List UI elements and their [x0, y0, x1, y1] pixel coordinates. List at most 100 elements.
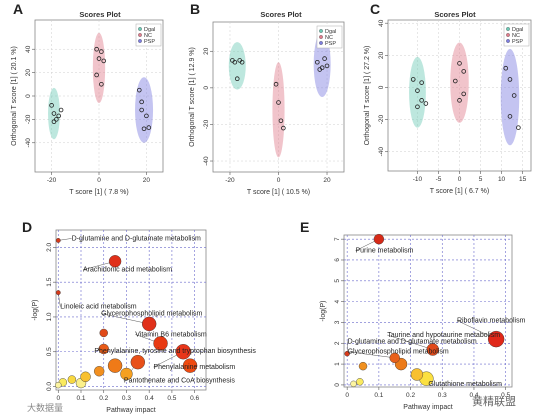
pathway-annotation: Vitamin B6 metabolism — [135, 331, 207, 338]
legend-marker — [319, 41, 323, 45]
legend-marker — [138, 27, 142, 31]
data-point-psp — [319, 65, 325, 71]
data-point-psp — [516, 125, 521, 130]
x-axis-label: T score [1] ( 6.7 %) — [430, 188, 489, 195]
x-axis-label: Pathway impact — [106, 407, 155, 414]
data-point-nc — [457, 98, 462, 103]
pathway-annotation: Glycerophospholipid metabolism — [348, 349, 449, 356]
y-tick-label: 0.0 — [46, 382, 53, 391]
data-point-psp — [139, 107, 144, 113]
pathway-bubble — [487, 330, 505, 348]
x-tick-label: 20 — [323, 177, 331, 184]
data-point-nc — [96, 56, 102, 61]
pathway-bubble — [108, 255, 122, 268]
legend-entry: PSP — [325, 41, 336, 47]
pathway-bubble — [93, 366, 105, 377]
panel-a: A Scores Plot -20 0 20 -40 -20 0 20 40 T score [1]… — [11, 1, 164, 196]
x-tick-label: -5 — [436, 176, 442, 183]
pathway-bubble — [120, 367, 133, 381]
y-tick-label: 20 — [25, 69, 32, 77]
data-point-psp — [139, 99, 144, 105]
watermark-right: 黄精联盟 — [472, 395, 516, 408]
watermark-left: 大数据量 — [27, 404, 64, 414]
legend-entry: PSP — [512, 39, 523, 45]
data-point-nc — [99, 49, 104, 54]
data-point-nc — [461, 69, 467, 74]
data-point-psp — [136, 87, 142, 93]
y-tick-label: 6 — [334, 258, 341, 262]
legend-entry: PSP — [144, 39, 155, 45]
pathway-bubble — [373, 233, 385, 245]
panel-letter-b: B — [190, 1, 200, 17]
confidence-ellipse-psp — [135, 77, 154, 143]
panel-d: D 0 0.1 0.2 0.3 0.4 0.5 0.6 0.0 0.5 1.0 1.5 2.0 Pathw… — [22, 219, 256, 414]
data-point-psp — [315, 59, 320, 65]
data-point-dgal — [419, 98, 424, 103]
pathway-bubble — [107, 358, 123, 373]
data-point-psp — [324, 63, 330, 69]
x-tick-label: 0 — [277, 177, 281, 184]
y-axis-label: Orthogonal T score [1] ( 20.1 %) — [11, 46, 18, 146]
pathway-bubble — [153, 336, 168, 351]
data-point-nc — [273, 81, 279, 87]
legend-entry: NC — [325, 35, 333, 41]
data-point-dgal — [51, 111, 57, 116]
y-axis-label: Orthogonal T score [1] ( 27.2 %) — [364, 46, 371, 146]
x-axis-label: T score [1] ( 10.5 %) — [247, 189, 310, 196]
y-axis-label: -log(P) — [32, 299, 39, 320]
pathway-bubble — [426, 343, 439, 356]
panel-e: E 0 0.1 0.2 0.3 0.4 0.5 0 1 2 3 4 5 6 7 Pathway impact -… — [300, 219, 526, 411]
x-tick-label: 0.2 — [99, 395, 108, 402]
data-point-psp — [507, 77, 513, 82]
legend-marker — [319, 35, 323, 39]
data-point-nc — [101, 58, 107, 64]
y-tick-label: 20 — [203, 47, 210, 55]
pathway-bubble — [55, 290, 61, 296]
x-tick-label: 0.1 — [76, 395, 85, 402]
legend-entry: NC — [512, 33, 520, 39]
data-point-psp — [507, 114, 513, 119]
x-tick-label: 0 — [458, 176, 462, 183]
pathway-bubble — [358, 361, 368, 371]
data-point-dgal — [51, 119, 57, 125]
plot-frame — [343, 234, 513, 388]
y-tick-label: 0.5 — [46, 347, 53, 356]
pathway-annotation: D-glutamine and D-glutamate metabolism — [348, 338, 477, 345]
y-tick-label: 0 — [334, 383, 341, 387]
pathway-bubble — [55, 238, 61, 243]
y-tick-label: -40 — [378, 147, 385, 157]
pathway-bubble — [350, 380, 357, 388]
x-tick-label: 0.5 — [167, 395, 176, 402]
data-point-nc — [99, 82, 104, 87]
x-tick-label: 0 — [56, 395, 60, 402]
confidence-ellipse-nc — [450, 42, 469, 123]
pathway-annotation: Arachidonic acid metabolism — [83, 267, 172, 274]
y-axis-label: Orthogonal T score [1] ( 12.9 %) — [189, 47, 196, 147]
pathway-annotation: Phenylalanine, tyrosine and tryptophan b… — [94, 348, 256, 355]
panel-letter-a: A — [13, 1, 23, 17]
chart-title: Scores Plot — [260, 10, 302, 19]
confidence-ellipse-nc — [92, 32, 106, 104]
x-tick-label: 0 — [97, 177, 101, 184]
x-tick-label: 0.4 — [145, 395, 154, 402]
y-tick-label: 1.5 — [46, 277, 53, 286]
data-point-nc — [452, 78, 458, 84]
y-tick-label: 0 — [378, 85, 385, 89]
y-tick-label: 40 — [378, 19, 385, 27]
data-point-nc — [281, 125, 286, 131]
legend-marker — [138, 33, 142, 37]
legend-marker — [506, 27, 510, 31]
data-point-nc — [461, 91, 467, 97]
pathway-bubble — [356, 378, 364, 386]
pathway-annotation: Purine metabolism — [356, 248, 414, 255]
panel-b: B Scores Plot -20 0 20 -40 -20 0 20 T score [1] (… — [189, 1, 345, 196]
x-tick-label: 0.3 — [438, 392, 447, 399]
panel-c: C Scores Plot -10 -5 0 5 10 15 -40 -20 0 20 40 T scor… — [364, 1, 532, 195]
data-point-dgal — [54, 117, 59, 122]
data-point-dgal — [239, 59, 245, 65]
confidence-ellipse-nc — [272, 62, 285, 158]
x-tick-label: -20 — [225, 177, 235, 184]
x-tick-label: 15 — [519, 176, 527, 183]
annotation-leader — [347, 351, 395, 359]
x-tick-label: 5 — [479, 176, 483, 183]
